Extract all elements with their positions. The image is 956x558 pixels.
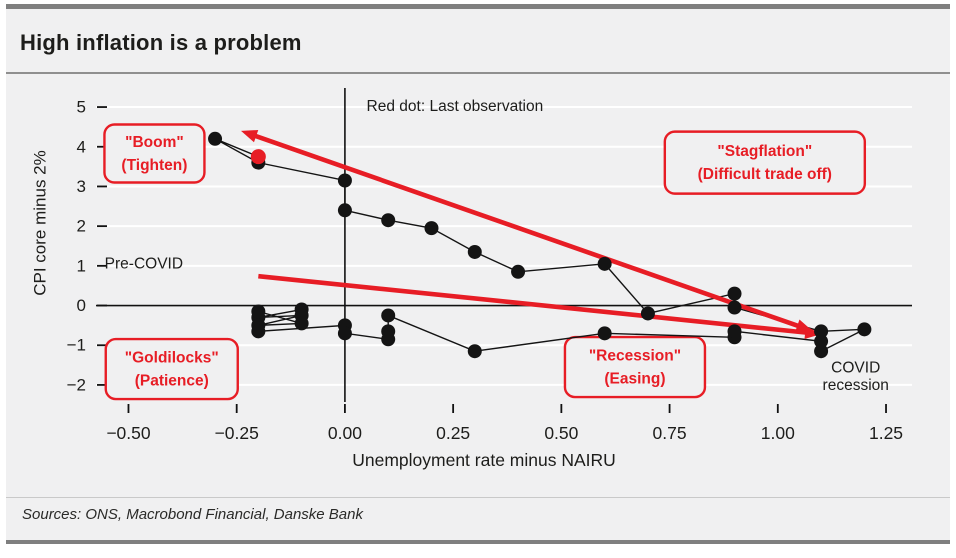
data-point	[857, 322, 872, 337]
free-text-covid-recession: COVID	[831, 359, 880, 376]
data-point	[727, 300, 742, 315]
data-point	[251, 324, 266, 339]
annotation-box-goldilocks-label: (Patience)	[135, 373, 209, 390]
y-axis-title: CPI core minus 2%	[31, 150, 50, 296]
y-tick-label: 4	[77, 137, 86, 156]
scatter-chart: 5 4 3 2 1 0 −1 −2 −0.50 −0.25 0.00 0.25 0.50 0.75 1.00…	[31, 88, 912, 470]
data-point	[381, 308, 396, 323]
trend-arrow-precovid-to-covid	[258, 273, 810, 336]
data-point	[727, 286, 742, 301]
data-point	[814, 324, 829, 339]
annotation-box-stagflation-label: (Difficult trade off)	[698, 166, 832, 183]
x-tick-label: 0.75	[653, 423, 687, 443]
data-point	[381, 324, 396, 339]
data-point	[294, 316, 309, 331]
data-point	[337, 173, 352, 188]
x-tick-label: 1.25	[869, 423, 903, 443]
free-text-red-dot-note: Red dot: Last observation	[367, 98, 544, 115]
annotation-box-goldilocks-label: "Goldilocks"	[125, 350, 219, 367]
data-point	[337, 326, 352, 341]
y-tick-label: 1	[77, 256, 86, 275]
annotation-box-stagflation-label: "Stagflation"	[717, 143, 812, 160]
data-point	[467, 244, 482, 259]
data-point	[424, 221, 439, 236]
x-tick-label: 0.25	[436, 423, 470, 443]
free-text-pre-covid: Pre-COVID	[105, 255, 183, 272]
x-tick-label: −0.50	[106, 423, 151, 443]
annotation-box-recession-label: (Easing)	[604, 371, 665, 388]
arrow-head	[241, 130, 259, 143]
top-accent-bar	[6, 4, 950, 9]
x-tick-label: −0.25	[215, 423, 259, 443]
free-text-covid-recession: recession	[823, 377, 889, 394]
x-tick-label: 0.00	[328, 423, 362, 443]
y-tick-label: 5	[77, 98, 86, 117]
y-tick-label: 3	[77, 177, 86, 196]
data-point	[640, 306, 655, 321]
annotation-box-boom-label: (Tighten)	[121, 157, 187, 174]
data-point	[208, 131, 223, 146]
annotation-box-goldilocks	[104, 337, 239, 401]
annotation-box-stagflation	[663, 130, 867, 195]
y-tick-label: −1	[67, 336, 86, 355]
annotation-box-boom	[103, 123, 206, 184]
x-tick-label: 0.50	[544, 423, 578, 443]
y-tick-label: 2	[77, 217, 86, 236]
y-tick-label: −2	[67, 375, 86, 394]
data-point	[381, 213, 396, 228]
data-point	[597, 326, 612, 341]
sources-note: Sources: ONS, Macrobond Financial, Dansk…	[22, 506, 363, 523]
panel-background	[6, 9, 950, 540]
data-point	[337, 203, 352, 218]
bottom-accent-bar	[6, 540, 950, 544]
data-point	[814, 344, 829, 359]
annotation-box-boom-label: "Boom"	[125, 134, 184, 151]
footer-divider	[6, 497, 950, 498]
data-point	[597, 256, 612, 271]
page-title: High inflation is a problem	[20, 30, 302, 55]
arrow-head	[804, 326, 822, 339]
annotation-box-recession-label: "Recession"	[589, 348, 681, 365]
data-point	[467, 344, 482, 359]
title-divider	[6, 72, 950, 74]
data-point	[251, 304, 266, 319]
data-point	[511, 264, 526, 279]
trend-arrow-diagonal-boom-stagflation	[251, 132, 802, 330]
data-point	[814, 334, 829, 349]
x-axis-title: Unemployment rate minus NAIRU	[352, 450, 616, 470]
x-tick-label: 1.00	[761, 423, 795, 443]
annotation-box-recession	[563, 335, 707, 399]
last-observation-dot	[250, 149, 266, 165]
y-tick-label: 0	[77, 296, 86, 315]
data-point	[727, 324, 742, 339]
